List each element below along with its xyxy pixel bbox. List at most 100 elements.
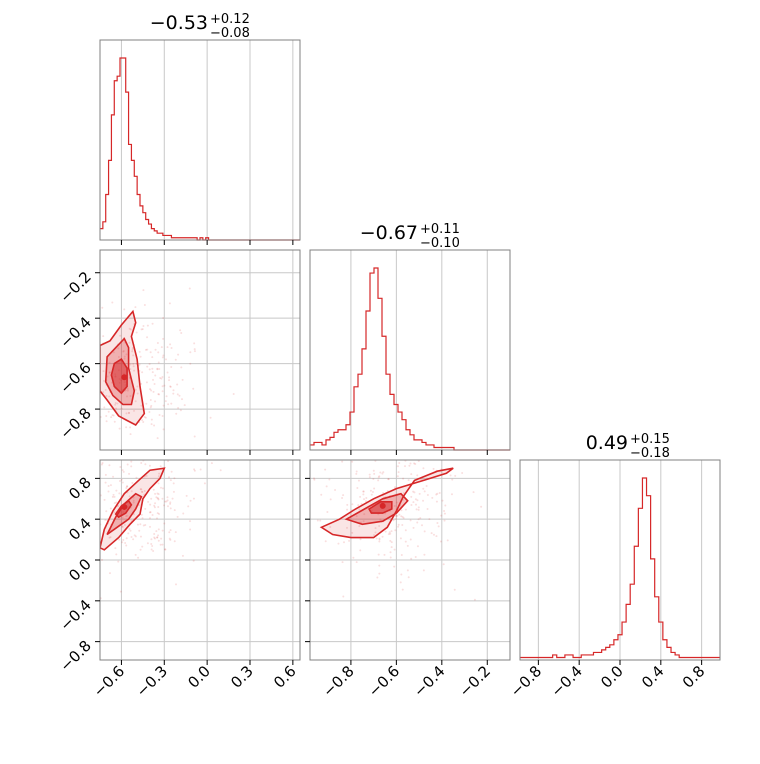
sample-point	[346, 526, 349, 529]
sample-point	[149, 399, 152, 402]
sample-point	[232, 393, 235, 396]
sample-point	[175, 583, 178, 586]
sample-point	[341, 561, 344, 564]
sample-point	[158, 368, 161, 371]
sample-point	[395, 501, 398, 504]
sample-point	[371, 491, 374, 494]
sample-point	[329, 498, 332, 501]
sample-point	[157, 539, 160, 542]
sample-point	[141, 491, 144, 494]
sample-point	[132, 513, 135, 516]
sample-point	[163, 504, 166, 507]
sample-point	[416, 545, 419, 548]
sample-point	[446, 539, 449, 542]
sample-point	[346, 508, 349, 511]
sample-point	[374, 531, 377, 534]
sample-point	[113, 420, 116, 423]
sample-point	[443, 512, 446, 515]
sample-point	[334, 488, 337, 491]
sample-point	[420, 524, 423, 527]
sample-point	[121, 469, 124, 472]
sample-point	[377, 476, 380, 479]
sample-point	[162, 317, 165, 320]
sample-point	[173, 509, 176, 512]
sample-point	[397, 471, 400, 474]
sample-point	[157, 493, 160, 496]
sample-point	[123, 355, 126, 358]
sample-point	[389, 551, 392, 554]
sample-point	[170, 470, 173, 473]
sample-point	[393, 565, 396, 568]
sample-point	[438, 492, 441, 495]
sample-point	[104, 388, 107, 391]
sample-point	[374, 527, 377, 530]
sample-point	[358, 508, 361, 511]
sample-point	[414, 498, 417, 501]
sample-point	[126, 485, 129, 488]
sample-point	[121, 516, 124, 519]
sample-point	[169, 538, 172, 541]
sample-point	[148, 464, 151, 467]
sample-point	[404, 529, 407, 532]
sample-point	[156, 536, 159, 539]
sample-point	[153, 506, 156, 509]
sample-point	[126, 387, 129, 390]
sample-point	[150, 538, 153, 541]
sample-point	[346, 503, 349, 506]
sample-point	[107, 410, 110, 413]
y-tick-label: −0.2	[56, 268, 94, 306]
sample-point	[151, 545, 154, 548]
sample-point	[161, 497, 164, 500]
sample-point	[169, 385, 172, 388]
sample-point	[423, 553, 426, 556]
sample-point	[372, 469, 375, 472]
sample-point	[168, 302, 171, 305]
sample-point	[436, 492, 439, 495]
sample-point	[156, 342, 159, 345]
sample-point	[341, 496, 344, 499]
sample-point	[193, 469, 196, 472]
sample-point	[415, 508, 418, 511]
sample-point	[329, 525, 332, 528]
sample-point	[383, 553, 386, 556]
sample-point	[189, 499, 192, 502]
sample-point	[152, 488, 155, 491]
x-tick-label: 0.0	[597, 662, 627, 692]
sample-point	[125, 412, 128, 415]
sample-point	[106, 375, 109, 378]
sample-point	[450, 493, 453, 496]
sample-point	[404, 508, 407, 511]
sample-point	[149, 388, 152, 391]
sample-point	[422, 467, 425, 470]
sample-point	[134, 535, 137, 538]
sample-point	[150, 548, 153, 551]
sample-point	[149, 517, 152, 520]
sample-point	[169, 502, 172, 505]
title-upper: +0.11	[420, 222, 460, 237]
sample-point	[158, 413, 161, 416]
sample-point	[325, 485, 328, 488]
sample-point	[131, 350, 134, 353]
sample-point	[114, 403, 117, 406]
sample-point	[164, 548, 167, 551]
y-tick-label: −0.8	[56, 637, 94, 675]
sample-point	[389, 532, 392, 535]
sample-point	[126, 463, 129, 466]
sample-point	[138, 350, 141, 353]
sample-point	[105, 510, 108, 513]
sample-point	[164, 500, 167, 503]
sample-point	[400, 509, 403, 512]
sample-point	[387, 478, 390, 481]
sample-point	[407, 479, 410, 482]
sample-point	[193, 350, 196, 353]
sample-point	[428, 518, 431, 521]
sample-point	[375, 537, 378, 540]
sample-point	[151, 514, 154, 517]
sample-point	[125, 426, 128, 429]
sample-point	[132, 501, 135, 504]
sample-point	[180, 332, 183, 335]
sample-point	[412, 526, 415, 529]
sample-point	[126, 514, 129, 517]
sample-point	[337, 542, 340, 545]
sample-point	[150, 418, 153, 421]
